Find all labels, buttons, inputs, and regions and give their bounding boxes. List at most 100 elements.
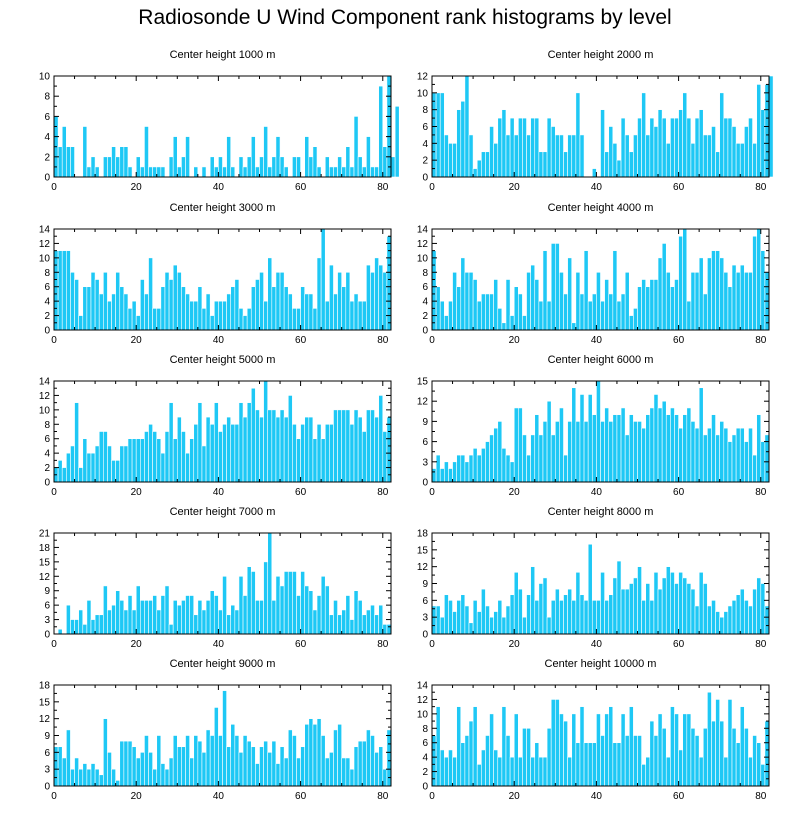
histogram-bar (587, 300, 593, 331)
histogram-bar (501, 616, 507, 635)
histogram-bar (485, 151, 490, 178)
histogram-bar (464, 271, 470, 331)
histogram-bar (127, 740, 133, 787)
histogram-bar (481, 588, 486, 635)
histogram-bar (250, 286, 256, 331)
histogram-bar (70, 768, 75, 787)
histogram-bar (550, 600, 556, 635)
histogram-bar (341, 409, 347, 483)
x-tick-label: 20 (509, 182, 521, 193)
histogram-bar (497, 600, 503, 635)
histogram-bar (661, 577, 667, 635)
histogram-bar (316, 595, 322, 635)
y-tick-label: 0 (422, 173, 428, 184)
histogram-bar (292, 308, 297, 331)
y-tick-label: 14 (39, 225, 51, 236)
histogram-bar (591, 293, 597, 331)
x-tick-label: 80 (377, 335, 389, 346)
histogram-bar (530, 434, 536, 483)
histogram-bar (119, 146, 125, 178)
histogram-bar (168, 757, 174, 787)
y-tick-label: 0 (422, 630, 428, 641)
histogram-bar (127, 438, 133, 483)
x-tick-label: 60 (673, 487, 685, 498)
histogram-bar (493, 427, 499, 483)
histogram-bar (694, 605, 700, 635)
histogram-bar (185, 452, 190, 483)
histogram-bar (608, 421, 614, 483)
histogram-bar (140, 166, 145, 178)
histogram-bar (61, 126, 67, 178)
histogram-bar (624, 588, 630, 635)
histogram-bar (464, 461, 470, 483)
histogram-bar (698, 571, 704, 635)
histogram-bar (600, 109, 605, 178)
histogram-bar (698, 756, 704, 787)
histogram-bar (752, 235, 757, 331)
histogram-bar (518, 407, 523, 483)
histogram-bar (366, 409, 371, 483)
y-tick-label: 14 (417, 225, 429, 236)
histogram-bar (156, 166, 162, 178)
histogram-bar (542, 250, 548, 331)
histogram-bar (674, 414, 679, 483)
histogram-bar (633, 735, 638, 787)
histogram-bar (193, 423, 199, 483)
histogram-bar (645, 134, 651, 178)
histogram-bar (172, 438, 178, 483)
histogram-bar (205, 416, 211, 483)
histogram-bar (201, 166, 207, 178)
histogram-bar (513, 286, 519, 331)
histogram-bar (735, 427, 741, 483)
histogram-bar (283, 571, 289, 635)
histogram-bar (341, 757, 347, 787)
histogram-bar (90, 271, 96, 331)
histogram-bar (209, 735, 215, 787)
histogram-bar (624, 134, 630, 178)
histogram-bar (472, 168, 478, 178)
histogram-bar (271, 740, 277, 787)
histogram-bar (230, 423, 236, 483)
histogram-bar (571, 387, 577, 483)
histogram-bar (275, 136, 281, 178)
y-tick-label: 9 (44, 586, 50, 597)
histogram-bar (267, 409, 273, 483)
histogram-bar (255, 600, 260, 635)
histogram-bar (378, 395, 384, 483)
y-tick-label: 10 (39, 253, 51, 264)
histogram-bar (197, 286, 203, 331)
histogram-bar (583, 421, 589, 483)
histogram-bar (57, 146, 63, 178)
histogram-bar (707, 134, 712, 178)
histogram-bar (518, 756, 523, 787)
histogram-bar (665, 414, 671, 483)
x-tick-label: 20 (509, 487, 521, 498)
histogram-bar (78, 609, 84, 635)
histogram-bar (489, 713, 494, 787)
histogram-bar (444, 594, 449, 635)
histogram-bar (312, 146, 318, 178)
histogram-bar (246, 308, 252, 331)
histogram-bar (255, 763, 260, 787)
histogram-bar (481, 293, 486, 331)
histogram-bar (189, 757, 195, 787)
histogram-bar (493, 611, 499, 635)
histogram-bar (279, 156, 285, 178)
histogram-bar (756, 742, 762, 787)
histogram-bar (637, 735, 642, 787)
panel-4: Center height 4000 m 0 2 4 6 8 10 12 14 0 20 40 60 80 (417, 202, 770, 346)
histogram-bar (694, 271, 700, 331)
histogram-bar (209, 590, 215, 635)
histogram-bar (431, 250, 437, 331)
histogram-bar (160, 452, 166, 483)
histogram-bar (633, 577, 638, 635)
y-tick-label: 10 (39, 72, 51, 83)
y-tick-label: 12 (39, 714, 51, 725)
histogram-bar (735, 143, 741, 178)
histogram-bar (316, 718, 322, 787)
histogram-bar (439, 300, 445, 331)
histogram-bar (292, 423, 297, 483)
histogram-bar (357, 740, 363, 787)
histogram-bar (727, 117, 733, 178)
histogram-bar (538, 434, 544, 483)
